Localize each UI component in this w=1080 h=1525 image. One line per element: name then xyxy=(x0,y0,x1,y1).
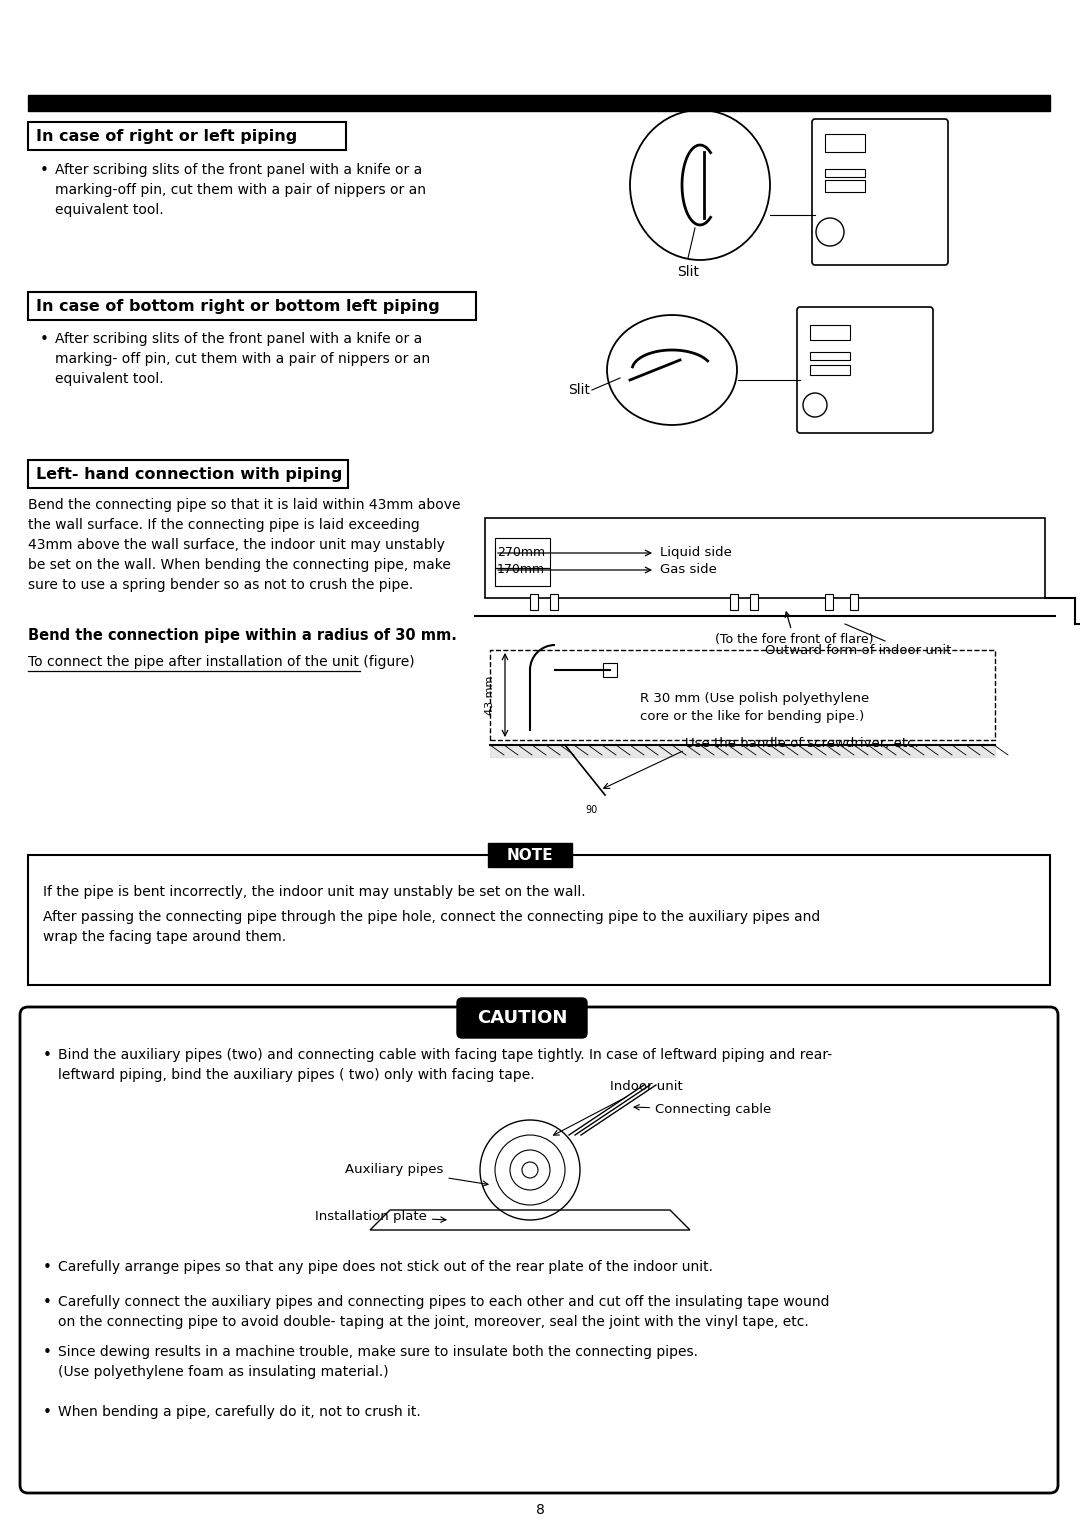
Text: Liquid side: Liquid side xyxy=(660,546,732,560)
FancyBboxPatch shape xyxy=(457,997,588,1039)
Bar xyxy=(28,856,1050,985)
Text: Connecting cable: Connecting cable xyxy=(634,1103,771,1116)
Text: CAUTION: CAUTION xyxy=(476,1010,567,1026)
FancyBboxPatch shape xyxy=(812,119,948,265)
Text: Outward form of indoor unit: Outward form of indoor unit xyxy=(765,644,951,657)
Polygon shape xyxy=(370,1209,690,1231)
Text: •: • xyxy=(43,1260,52,1275)
Text: Gas side: Gas side xyxy=(660,563,717,576)
Text: Slit: Slit xyxy=(568,383,590,396)
Bar xyxy=(810,352,850,360)
Text: If the pipe is bent incorrectly, the indoor unit may unstably be set on the wall: If the pipe is bent incorrectly, the ind… xyxy=(43,884,585,900)
Text: Indoor unit: Indoor unit xyxy=(554,1080,683,1135)
Bar xyxy=(825,169,865,177)
Text: When bending a pipe, carefully do it, not to crush it.: When bending a pipe, carefully do it, no… xyxy=(58,1405,421,1418)
Bar xyxy=(530,595,538,610)
Text: Bind the auxiliary pipes (two) and connecting cable with facing tape tightly. In: Bind the auxiliary pipes (two) and conne… xyxy=(58,1048,832,1083)
Bar xyxy=(488,843,572,868)
Text: •: • xyxy=(43,1295,52,1310)
Text: NOTE: NOTE xyxy=(507,848,553,863)
Bar xyxy=(825,134,865,152)
Text: In case of bottom right or bottom left piping: In case of bottom right or bottom left p… xyxy=(36,299,440,314)
Text: Left- hand connection with piping: Left- hand connection with piping xyxy=(36,467,342,482)
Bar xyxy=(850,595,858,610)
Bar xyxy=(550,595,558,610)
Bar xyxy=(730,595,738,610)
Bar xyxy=(825,180,865,192)
Bar xyxy=(495,567,550,586)
Bar xyxy=(810,364,850,375)
Text: After scribing slits of the front panel with a knife or a
marking-off pin, cut t: After scribing slits of the front panel … xyxy=(55,163,426,217)
FancyBboxPatch shape xyxy=(21,1006,1058,1493)
FancyBboxPatch shape xyxy=(797,307,933,433)
Bar xyxy=(750,595,758,610)
Bar xyxy=(28,461,348,488)
Text: Carefully connect the auxiliary pipes and connecting pipes to each other and cut: Carefully connect the auxiliary pipes an… xyxy=(58,1295,829,1330)
Text: •: • xyxy=(43,1048,52,1063)
Bar xyxy=(490,650,995,740)
Text: 270mm: 270mm xyxy=(497,546,545,560)
Bar xyxy=(603,663,617,677)
Text: 90: 90 xyxy=(585,805,597,814)
Text: •: • xyxy=(43,1345,52,1360)
Text: •: • xyxy=(40,163,49,178)
Text: •: • xyxy=(43,1405,52,1420)
Text: After passing the connecting pipe through the pipe hole, connect the connecting : After passing the connecting pipe throug… xyxy=(43,910,820,944)
Bar xyxy=(28,122,346,149)
Bar xyxy=(495,538,550,567)
Bar xyxy=(28,95,1050,111)
Bar xyxy=(485,518,1045,598)
Text: Carefully arrange pipes so that any pipe does not stick out of the rear plate of: Carefully arrange pipes so that any pipe… xyxy=(58,1260,713,1273)
Text: Bend the connecting pipe so that it is laid within 43mm above
the wall surface. : Bend the connecting pipe so that it is l… xyxy=(28,499,460,592)
Text: •: • xyxy=(40,332,49,348)
Text: R 30 mm (Use polish polyethylene
core or the like for bending pipe.): R 30 mm (Use polish polyethylene core or… xyxy=(640,692,869,723)
Text: In case of right or left piping: In case of right or left piping xyxy=(36,128,297,143)
Text: Slit: Slit xyxy=(677,265,699,279)
Bar xyxy=(825,595,833,610)
Text: Bend the connection pipe within a radius of 30 mm.: Bend the connection pipe within a radius… xyxy=(28,628,457,644)
Bar xyxy=(28,291,476,320)
Text: To connect the pipe after installation of the unit (figure): To connect the pipe after installation o… xyxy=(28,656,415,669)
Text: 8: 8 xyxy=(536,1504,544,1517)
Bar xyxy=(810,325,850,340)
Text: Since dewing results in a machine trouble, make sure to insulate both the connec: Since dewing results in a machine troubl… xyxy=(58,1345,698,1379)
Text: 43 mm: 43 mm xyxy=(485,676,495,715)
Text: Installation plate: Installation plate xyxy=(315,1209,446,1223)
Text: After scribing slits of the front panel with a knife or a
marking- off pin, cut : After scribing slits of the front panel … xyxy=(55,332,430,386)
Text: (To the fore front of flare): (To the fore front of flare) xyxy=(715,612,874,647)
Text: Use the handle of screwdriver, etc.: Use the handle of screwdriver, etc. xyxy=(685,737,919,750)
Text: 170mm: 170mm xyxy=(497,563,545,576)
Text: Auxiliary pipes: Auxiliary pipes xyxy=(345,1164,488,1186)
